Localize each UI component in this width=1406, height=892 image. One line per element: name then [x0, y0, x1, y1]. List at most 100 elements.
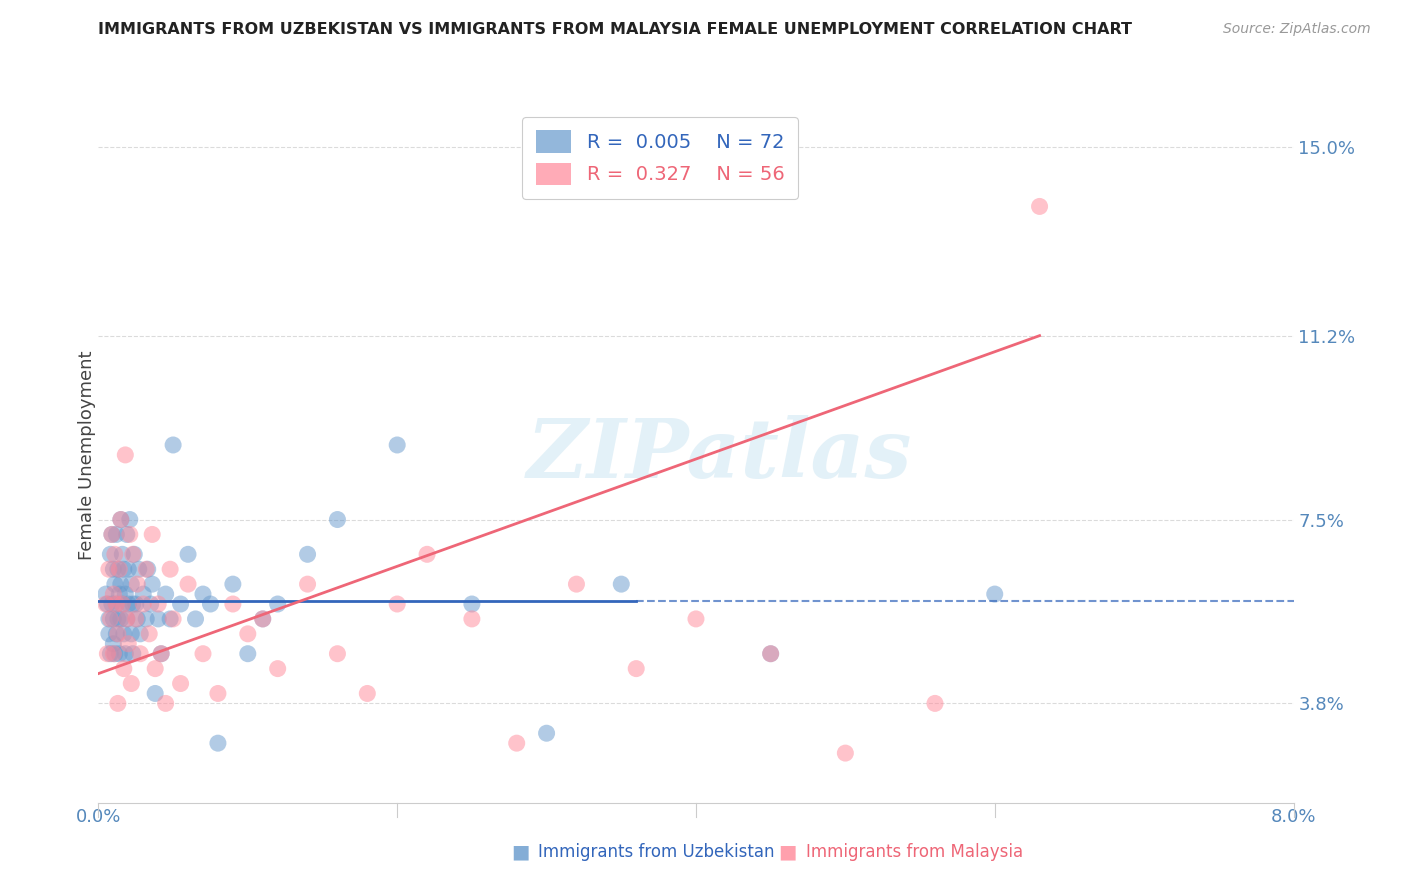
Point [267, 597, 290, 611]
Point [114, 647, 136, 661]
Point [103, 637, 125, 651]
Point [104, 547, 127, 561]
Point [115, 612, 138, 626]
Text: ■: ■ [778, 842, 797, 862]
Point [565, 577, 588, 591]
Point [252, 612, 274, 626]
Point [127, 612, 149, 626]
Point [141, 527, 163, 541]
Point [120, 627, 142, 641]
Point [610, 577, 633, 591]
Point [222, 577, 245, 591]
Point [127, 577, 149, 591]
Point [143, 662, 166, 676]
Point [155, 587, 177, 601]
Point [416, 547, 439, 561]
Point [128, 562, 150, 576]
Point [121, 597, 143, 611]
Point [124, 547, 146, 561]
Point [159, 562, 181, 576]
Point [118, 512, 141, 526]
Point [184, 612, 207, 626]
Point [115, 612, 138, 626]
Point [108, 647, 131, 661]
Point [125, 597, 148, 611]
Point [252, 612, 274, 626]
Point [191, 647, 214, 661]
Point [169, 597, 191, 611]
Point [121, 547, 143, 561]
Text: ■: ■ [510, 842, 530, 862]
Point [97, 562, 120, 576]
Text: IMMIGRANTS FROM UZBEKISTAN VS IMMIGRANTS FROM MALAYSIA FEMALE UNEMPLOYMENT CORRE: IMMIGRANTS FROM UZBEKISTAN VS IMMIGRANTS… [98, 22, 1132, 37]
Point [125, 612, 148, 626]
Point [98, 547, 122, 561]
Text: Source: ZipAtlas.com: Source: ZipAtlas.com [1223, 22, 1371, 37]
Point [97, 612, 120, 626]
Point [117, 597, 139, 611]
Point [759, 647, 782, 661]
Point [162, 612, 184, 626]
Point [107, 627, 129, 641]
Point [150, 647, 173, 661]
Point [177, 577, 200, 591]
Point [105, 597, 128, 611]
Point [461, 597, 484, 611]
Point [297, 547, 319, 561]
Point [506, 736, 529, 750]
Point [177, 547, 200, 561]
Point [103, 612, 125, 626]
Point [117, 562, 139, 576]
Point [129, 647, 152, 661]
Point [117, 637, 139, 651]
Point [120, 676, 142, 690]
Text: Immigrants from Malaysia: Immigrants from Malaysia [806, 843, 1022, 861]
Point [121, 647, 143, 661]
Point [759, 647, 782, 661]
Point [326, 512, 349, 526]
Point [983, 587, 1005, 601]
Point [114, 448, 136, 462]
Point [191, 587, 214, 601]
Point [104, 647, 127, 661]
Point [101, 527, 124, 541]
Point [98, 612, 122, 626]
Point [132, 587, 155, 601]
Point [110, 612, 132, 626]
Point [111, 597, 134, 611]
Point [624, 662, 647, 676]
Point [132, 597, 155, 611]
Point [148, 597, 170, 611]
Point [110, 512, 132, 526]
Point [112, 562, 135, 576]
Point [141, 577, 163, 591]
Point [105, 627, 128, 641]
Point [143, 686, 166, 700]
Point [267, 662, 290, 676]
Point [111, 597, 134, 611]
Point [385, 597, 409, 611]
Legend: R =  0.005    N = 72, R =  0.327    N = 56: R = 0.005 N = 72, R = 0.327 N = 56 [523, 117, 797, 199]
Point [135, 612, 157, 626]
Point [385, 438, 409, 452]
Point [1028, 199, 1050, 213]
Point [536, 726, 558, 740]
Point [162, 438, 184, 452]
Point [326, 647, 349, 661]
Point [115, 527, 138, 541]
Point [105, 597, 128, 611]
Text: Immigrants from Uzbekistan: Immigrants from Uzbekistan [538, 843, 775, 861]
Point [101, 597, 124, 611]
Point [114, 587, 136, 601]
Point [103, 562, 125, 576]
Y-axis label: Female Unemployment: Female Unemployment [79, 351, 96, 559]
Point [461, 612, 484, 626]
Point [112, 627, 135, 641]
Point [110, 512, 132, 526]
Point [108, 562, 131, 576]
Point [148, 612, 170, 626]
Point [94, 587, 117, 601]
Point [297, 577, 319, 591]
Point [200, 597, 222, 611]
Point [107, 612, 129, 626]
